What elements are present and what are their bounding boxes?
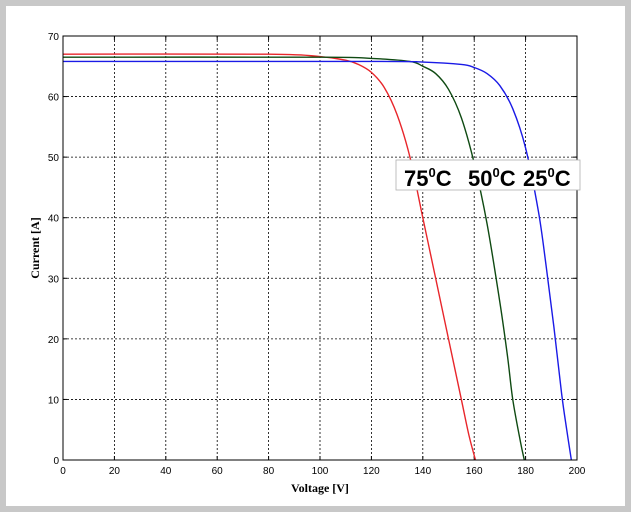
label-75c-unit: C [436,166,452,191]
temperature-label-box [395,159,581,191]
x-tick-label: 100 [312,466,329,477]
x-tick-label: 120 [363,466,380,477]
x-tick-label: 40 [160,466,172,477]
x-tick-label: 60 [212,466,224,477]
label-25c-degree: 0 [547,165,554,180]
plot-border [62,35,578,461]
y-axis-title: Current [A] [28,217,42,278]
x-axis-title: Voltage [V] [291,481,349,495]
x-tick-label: 80 [263,466,275,477]
label-75c-degree: 0 [428,165,435,180]
y-tick-label: 20 [48,335,60,346]
temperature-labels: 750C 500C 250C [395,159,581,191]
label-50c-degree: 0 [492,165,499,180]
label-25c-unit: C [555,166,571,191]
x-tick-label: 180 [517,466,534,477]
y-tick-label: 30 [48,274,60,285]
label-75c-value: 75 [404,166,428,191]
x-tick-label: 200 [569,466,586,477]
label-50c-value: 50 [468,166,492,191]
curves [62,53,573,461]
y-tick-label: 40 [48,214,60,225]
x-tick-label: 20 [109,466,121,477]
y-tick-label: 0 [53,456,59,467]
series-line-1 [62,56,526,461]
iv-curve-chart: 0 20 40 60 80 100 120 140 160 180 200 0 10 20 30 40 50 6… [28,32,586,495]
y-tick-label: 60 [48,93,60,104]
label-50c: 500C [468,165,516,191]
chart-frame: 0 20 40 60 80 100 120 140 160 180 200 0 10 20 30 40 50 6… [6,6,625,506]
x-tick-label: 160 [466,466,483,477]
x-tick-label: 0 [60,466,66,477]
label-75c: 750C [404,165,452,191]
grid [63,36,577,460]
x-tick-label: 140 [414,466,431,477]
y-tick-label: 10 [48,395,60,406]
label-50c-unit: C [500,166,516,191]
y-tick-label: 50 [48,153,60,164]
label-25c-value: 25 [523,166,547,191]
y-axis-ticks: 0 10 20 30 40 50 60 70 [48,32,577,467]
y-tick-label: 70 [48,32,60,43]
series-line-2 [62,60,573,461]
series-line-0 [62,53,477,461]
label-25c: 250C [523,165,571,191]
